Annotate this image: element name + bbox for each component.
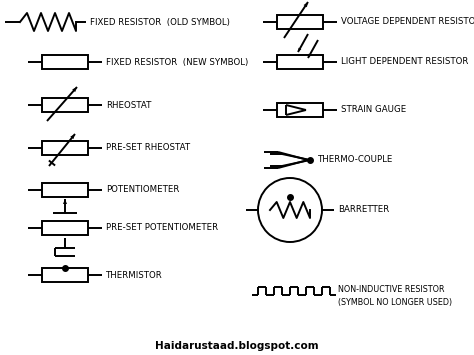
Text: RHEOSTAT: RHEOSTAT: [106, 100, 151, 109]
Polygon shape: [298, 48, 301, 52]
Polygon shape: [70, 134, 75, 139]
Polygon shape: [308, 54, 311, 58]
Bar: [277, 15, 323, 29]
Text: LIGHT DEPENDENT RESISTOR: LIGHT DEPENDENT RESISTOR: [341, 58, 468, 66]
Text: BARRETTER: BARRETTER: [338, 206, 389, 214]
Bar: [277, 55, 323, 69]
Text: STRAIN GAUGE: STRAIN GAUGE: [341, 105, 406, 115]
Text: THERMISTOR: THERMISTOR: [106, 271, 163, 279]
Text: THERMO-COUPLE: THERMO-COUPLE: [318, 155, 393, 164]
Polygon shape: [72, 87, 77, 92]
Bar: [42, 141, 88, 155]
Text: PRE-SET RHEOSTAT: PRE-SET RHEOSTAT: [106, 143, 190, 153]
Text: NON-INDUCTIVE RESISTOR: NON-INDUCTIVE RESISTOR: [338, 285, 445, 295]
Polygon shape: [63, 199, 67, 204]
Text: FIXED RESISTOR  (NEW SYMBOL): FIXED RESISTOR (NEW SYMBOL): [106, 58, 248, 66]
Text: FIXED RESISTOR  (OLD SYMBOL): FIXED RESISTOR (OLD SYMBOL): [90, 17, 230, 27]
Bar: [42, 55, 88, 69]
Text: VOLTAGE DEPENDENT RESISTOR: VOLTAGE DEPENDENT RESISTOR: [341, 17, 474, 27]
Text: POTENTIOMETER: POTENTIOMETER: [106, 186, 179, 195]
Bar: [42, 183, 88, 197]
Bar: [42, 221, 88, 235]
Text: Haidarustaad.blogspot.com: Haidarustaad.blogspot.com: [155, 341, 319, 351]
Text: PRE-SET POTENTIOMETER: PRE-SET POTENTIOMETER: [106, 224, 218, 233]
Polygon shape: [303, 2, 308, 7]
Bar: [277, 103, 323, 117]
Text: (SYMBOL NO LONGER USED): (SYMBOL NO LONGER USED): [338, 297, 452, 306]
Bar: [42, 268, 88, 282]
Bar: [42, 98, 88, 112]
